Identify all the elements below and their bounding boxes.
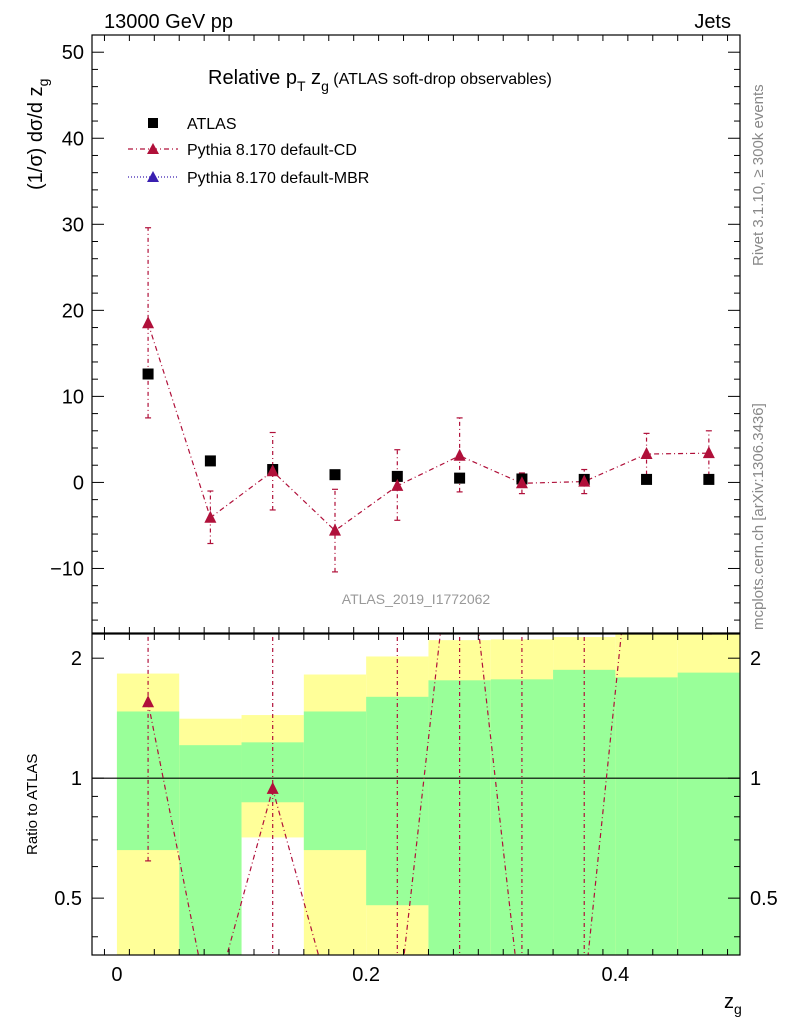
atlas-point [142, 368, 154, 380]
main-y-label: (1/σ) dσ/d zg [25, 79, 51, 190]
ratio-axes: 0.5 0.5 1 1 2 2 0 0.2 0.4 [54, 634, 778, 986]
legend-label-cd: Pythia 8.170 default-CD [187, 142, 357, 159]
watermark: ATLAS_2019_I1772062 [342, 591, 491, 607]
legend-label-mbr: Pythia 8.170 default-MBR [187, 170, 369, 187]
cd-point [578, 474, 591, 487]
cd-point [391, 478, 404, 491]
cd-point [266, 464, 279, 477]
cd-point [204, 510, 217, 523]
rivet-label: Rivet 3.1.10, ≥ 300k events [750, 84, 767, 266]
cd-point [453, 448, 466, 461]
ratio-cd-line [147, 634, 622, 955]
atlas-point [329, 469, 341, 481]
legend-marker-mbr [147, 171, 159, 182]
y-tick-label: 50 [62, 42, 84, 64]
x-tick-label: 0.2 [352, 964, 380, 986]
cd-point [640, 447, 653, 460]
ratio-cd-point [266, 781, 279, 794]
y-tick-label: 20 [62, 300, 84, 322]
y-tick-label: 40 [62, 128, 84, 150]
legend: ATLAS Pythia 8.170 default-CD Pythia 8.1… [128, 116, 369, 187]
legend-marker-cd [147, 143, 159, 154]
ratio-y-tick-label: 2 [71, 648, 82, 670]
legend-label-atlas: ATLAS [187, 116, 237, 133]
mcplots-label: mcplots.cern.ch [arXiv:1306.3436] [750, 403, 767, 630]
ratio-series [142, 634, 712, 955]
ratio-y-tick-label-right: 0.5 [750, 888, 778, 910]
cd-point [515, 476, 528, 489]
atlas-point [391, 470, 403, 482]
band-green [179, 745, 242, 955]
main-frame [91, 34, 741, 634]
y-tick-label: −10 [50, 558, 84, 580]
y-tick-label: 30 [62, 214, 84, 236]
atlas-point [454, 472, 466, 484]
legend-marker-atlas [148, 118, 158, 128]
ratio-y-tick-label: 0.5 [54, 888, 82, 910]
header-left: 13000 GeV pp [104, 11, 233, 33]
ratio-cd-point [142, 695, 155, 708]
x-axis-label: zg [724, 991, 742, 1017]
main-series [142, 227, 715, 573]
ratio-y-label: Ratio to ATLAS [24, 754, 41, 855]
cd-line [147, 323, 709, 532]
band-green [303, 711, 367, 851]
atlas-point [703, 473, 715, 485]
cd-point [142, 316, 155, 329]
ratio-y-tick-label-right: 1 [750, 768, 761, 790]
atlas-point [641, 473, 653, 485]
ratio-y-tick-label-right: 2 [750, 648, 761, 670]
header-right: Jets [694, 11, 731, 33]
y-tick-label: 10 [62, 386, 84, 408]
ratio-frame [91, 633, 741, 956]
atlas-point [204, 455, 216, 467]
cd-point [329, 523, 341, 536]
cd-point [702, 446, 715, 459]
y-tick-label: 0 [73, 472, 84, 494]
main-title: Relative pT zg (ATLAS soft-drop observab… [208, 67, 552, 94]
main-y-axis: −10 0 10 20 30 40 50 [50, 34, 740, 633]
band-green [615, 677, 678, 955]
ratio-y-tick-label: 1 [71, 768, 82, 790]
x-tick-label: 0.4 [601, 964, 629, 986]
band-green [677, 672, 740, 955]
x-tick-label: 0 [111, 964, 122, 986]
